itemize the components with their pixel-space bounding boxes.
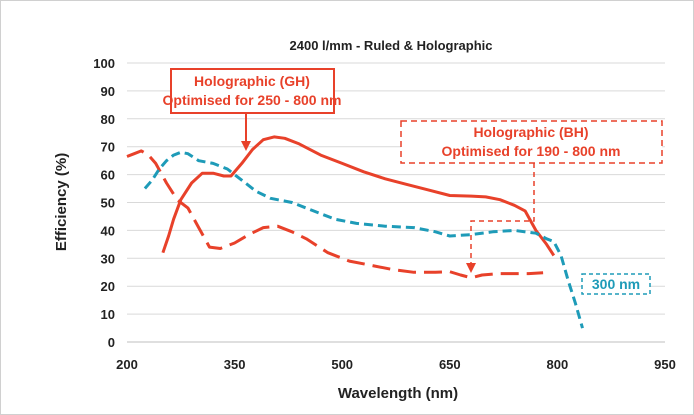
y-tick-labels: 0 10 20 30 40 50 60 70 80 90 100 <box>93 56 115 350</box>
x-tick-label: 500 <box>331 357 353 372</box>
gh-label-box <box>170 68 335 114</box>
y-tick-label: 80 <box>101 112 115 127</box>
bh-label-text: Optimised for 190 - 800 nm <box>442 143 621 159</box>
ruled-label-box <box>581 273 651 295</box>
chart-title: 2400 l/mm - Ruled & Holographic <box>290 38 493 53</box>
y-tick-label: 30 <box>101 251 115 266</box>
bh-label-box <box>400 120 663 164</box>
y-tick-label: 10 <box>101 307 115 322</box>
y-axis-label: Efficiency (%) <box>53 153 70 251</box>
y-tick-label: 50 <box>101 196 115 211</box>
x-axis-label: Wavelength (nm) <box>338 385 458 402</box>
x-tick-label: 950 <box>654 357 676 372</box>
series-line-ruled300 <box>143 150 584 329</box>
x-tick-label: 800 <box>547 357 569 372</box>
bh-label-text: Holographic (BH) <box>473 124 588 140</box>
x-tick-labels: 200 350 500 650 800 950 <box>116 357 676 372</box>
ruled-label-text: 300 nm <box>592 276 640 292</box>
x-tick-label: 200 <box>116 357 138 372</box>
x-tick-label: 350 <box>224 357 246 372</box>
y-tick-label: 40 <box>101 223 115 238</box>
x-tick-label: 650 <box>439 357 461 372</box>
annotations: Holographic (GH) Optimised for 250 - 800 … <box>163 68 663 295</box>
gh-label-text: Optimised for 250 - 800 nm <box>163 92 342 108</box>
y-tick-label: 20 <box>101 279 115 294</box>
y-tick-label: 0 <box>108 335 115 350</box>
bh-arrow <box>466 163 535 273</box>
gh-label-text: Holographic (GH) <box>194 73 310 89</box>
series-line-gh <box>161 135 556 257</box>
y-tick-label: 60 <box>101 168 115 183</box>
y-tick-label: 70 <box>101 140 115 155</box>
series-line-bh <box>126 149 544 280</box>
series-group <box>126 135 584 329</box>
y-tick-label: 100 <box>93 56 115 71</box>
y-tick-label: 90 <box>101 84 115 99</box>
